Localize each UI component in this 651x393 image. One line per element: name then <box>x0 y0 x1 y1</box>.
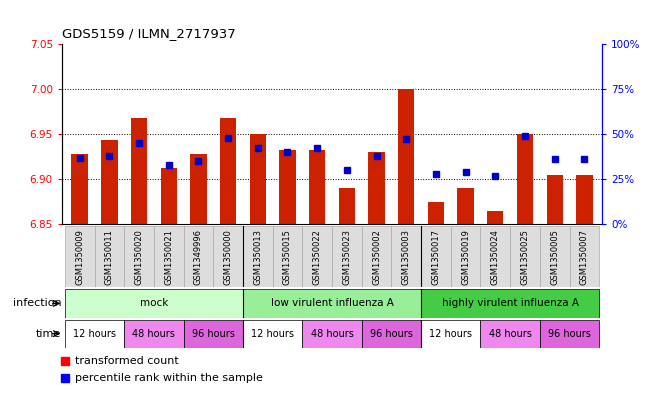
Bar <box>458 188 474 224</box>
Bar <box>487 211 503 224</box>
Bar <box>362 320 421 348</box>
Text: GSM1350022: GSM1350022 <box>312 230 322 285</box>
Text: percentile rank within the sample: percentile rank within the sample <box>75 373 263 383</box>
Bar <box>480 226 510 287</box>
Bar <box>332 226 362 287</box>
Bar <box>428 202 444 224</box>
Text: GSM1350005: GSM1350005 <box>550 230 559 285</box>
Bar <box>576 174 592 224</box>
Text: time: time <box>36 329 61 339</box>
Bar <box>94 226 124 287</box>
Bar <box>65 289 243 318</box>
Bar <box>243 320 302 348</box>
Bar <box>517 134 533 224</box>
Text: GSM1350002: GSM1350002 <box>372 230 381 285</box>
Bar <box>161 168 177 224</box>
Text: GSM1350011: GSM1350011 <box>105 230 114 285</box>
Text: 96 hours: 96 hours <box>192 329 235 339</box>
Text: 96 hours: 96 hours <box>370 329 413 339</box>
Text: highly virulent influenza A: highly virulent influenza A <box>441 298 579 309</box>
Bar <box>154 226 184 287</box>
Text: 48 hours: 48 hours <box>132 329 175 339</box>
Text: low virulent influenza A: low virulent influenza A <box>271 298 393 309</box>
Bar <box>184 320 243 348</box>
Text: GSM1350013: GSM1350013 <box>253 230 262 285</box>
Bar <box>302 320 362 348</box>
Text: GSM1350023: GSM1350023 <box>342 230 352 285</box>
Text: GSM1350007: GSM1350007 <box>580 230 589 285</box>
Text: GSM1350019: GSM1350019 <box>461 230 470 285</box>
Text: GSM1349996: GSM1349996 <box>194 230 203 285</box>
Bar <box>249 134 266 224</box>
Bar <box>124 320 184 348</box>
Bar <box>362 226 391 287</box>
Bar <box>279 150 296 224</box>
Text: GSM1350021: GSM1350021 <box>164 230 173 285</box>
Bar <box>391 226 421 287</box>
Bar <box>339 188 355 224</box>
Bar <box>480 320 540 348</box>
Text: GSM1350009: GSM1350009 <box>75 230 84 285</box>
Bar <box>243 226 273 287</box>
Bar <box>65 226 94 287</box>
Bar <box>131 118 147 224</box>
Bar <box>214 226 243 287</box>
Bar <box>540 320 599 348</box>
Text: transformed count: transformed count <box>75 356 178 366</box>
Bar <box>273 226 302 287</box>
Text: 12 hours: 12 hours <box>73 329 116 339</box>
Text: GSM1350003: GSM1350003 <box>402 230 411 285</box>
Bar <box>546 174 563 224</box>
Bar <box>184 226 214 287</box>
Text: GSM1350017: GSM1350017 <box>432 230 441 285</box>
Text: GSM1350020: GSM1350020 <box>135 230 143 285</box>
Text: infection: infection <box>12 298 61 309</box>
Bar <box>421 320 480 348</box>
Bar <box>309 150 326 224</box>
Bar <box>570 226 599 287</box>
Bar <box>302 226 332 287</box>
Bar <box>72 154 88 224</box>
Bar <box>421 289 599 318</box>
Text: 48 hours: 48 hours <box>311 329 353 339</box>
Bar <box>65 320 124 348</box>
Text: 96 hours: 96 hours <box>548 329 591 339</box>
Text: GSM1350000: GSM1350000 <box>223 230 232 285</box>
Bar <box>220 118 236 224</box>
Bar <box>510 226 540 287</box>
Bar <box>101 140 118 224</box>
Bar <box>368 152 385 224</box>
Text: GDS5159 / ILMN_2717937: GDS5159 / ILMN_2717937 <box>62 27 236 40</box>
Text: mock: mock <box>140 298 168 309</box>
Bar <box>450 226 480 287</box>
Text: 48 hours: 48 hours <box>489 329 532 339</box>
Text: GSM1350025: GSM1350025 <box>521 230 529 285</box>
Bar <box>190 154 206 224</box>
Text: GSM1350024: GSM1350024 <box>491 230 500 285</box>
Bar <box>421 226 450 287</box>
Bar <box>124 226 154 287</box>
Text: 12 hours: 12 hours <box>429 329 472 339</box>
Bar <box>398 89 415 224</box>
Bar <box>243 289 421 318</box>
Bar <box>540 226 570 287</box>
Text: GSM1350015: GSM1350015 <box>283 230 292 285</box>
Text: 12 hours: 12 hours <box>251 329 294 339</box>
